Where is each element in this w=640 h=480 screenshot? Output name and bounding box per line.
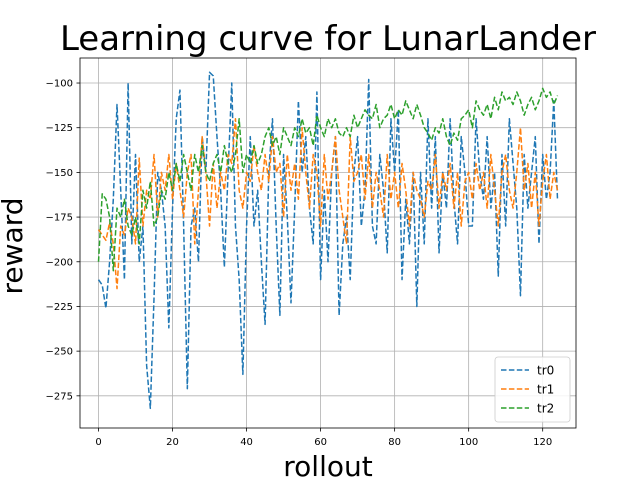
y-tick-label: −125 <box>46 123 73 134</box>
y-tick-label: −275 <box>46 391 73 402</box>
series-line-tr1 <box>97 118 559 290</box>
y-tick-label: −250 <box>46 347 73 358</box>
series-lines <box>97 71 559 410</box>
x-axis-title: rollout <box>283 450 372 480</box>
x-axis-ticks: 0 20 40 60 80 100 120 <box>95 428 552 448</box>
y-axis-ticks: −275 −250 −225 −200 −175 −150 −125 −100 <box>46 79 80 402</box>
x-tick-label: 40 <box>240 437 253 448</box>
y-tick-label: −100 <box>46 79 73 90</box>
series-line-tr2 <box>97 87 559 272</box>
legend-label-tr2: tr2 <box>537 402 554 416</box>
y-tick-label: −175 <box>46 213 73 224</box>
x-tick-label: 120 <box>533 437 552 448</box>
legend-label-tr0: tr0 <box>537 364 554 378</box>
x-tick-label: 60 <box>314 437 327 448</box>
plot-frame <box>79 57 577 429</box>
series-line-tr0 <box>97 71 559 410</box>
legend-label-tr1: tr1 <box>537 383 554 397</box>
y-tick-label: −150 <box>46 168 73 179</box>
x-tick-label: 0 <box>95 437 101 448</box>
legend-box <box>494 356 571 423</box>
y-tick-label: −225 <box>46 302 73 313</box>
x-tick-label: 80 <box>388 437 401 448</box>
y-axis-title: reward <box>0 198 29 295</box>
y-tick-label: −200 <box>46 257 73 268</box>
x-tick-label: 100 <box>459 437 478 448</box>
chart-title: Learning curve for LunarLander <box>60 19 596 59</box>
x-tick-label: 20 <box>166 437 179 448</box>
legend: tr0 tr1 tr2 <box>494 356 571 423</box>
